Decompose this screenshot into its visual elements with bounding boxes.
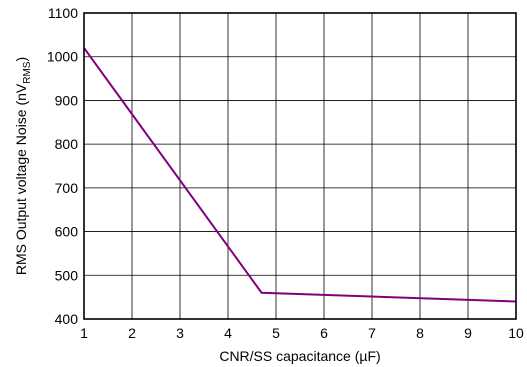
x-tick-label: 9 [464, 325, 472, 341]
y-tick-label: 600 [55, 224, 79, 240]
x-tick-label: 2 [128, 325, 136, 341]
x-axis-title: CNR/SS capacitance (µF) [219, 348, 380, 364]
series-layer [83, 47, 517, 303]
x-tick-label: 10 [508, 325, 524, 341]
grid-lines [84, 13, 516, 319]
x-tick-label: 8 [416, 325, 424, 341]
y-tick-label: 900 [55, 92, 79, 108]
y-tick-label: 800 [55, 136, 79, 152]
x-tick-labels: 1 2 3 4 5 6 7 8 9 10 [80, 325, 524, 341]
x-tick-label: 3 [176, 325, 184, 341]
y-tick-label: 1100 [48, 5, 78, 21]
y-axis-title-suffix: ) [13, 57, 29, 62]
x-tick-label: 6 [320, 325, 328, 341]
y-tick-label: 700 [55, 180, 79, 196]
y-tick-label: 1000 [47, 49, 78, 65]
series-line [83, 47, 517, 303]
y-axis-title-main: RMS Output voltage Noise (nV [13, 83, 29, 275]
x-tick-label: 7 [368, 325, 376, 341]
plot-frame [83, 12, 517, 320]
x-tick-label: 4 [224, 325, 232, 341]
y-axis-title-subscript: RMS [22, 61, 33, 84]
y-tick-labels: 400 500 600 700 800 900 1000 1100 [47, 5, 78, 327]
y-axis-title: RMS Output voltage Noise (nVRMS) [13, 57, 33, 275]
y-tick-label: 500 [55, 267, 79, 283]
x-tick-label: 5 [272, 325, 280, 341]
y-tick-label: 400 [55, 311, 79, 327]
x-tick-label: 1 [80, 325, 88, 341]
